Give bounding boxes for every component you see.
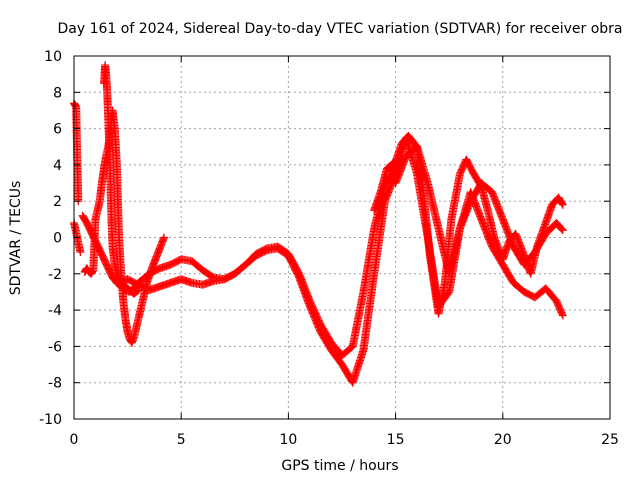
data-point [76, 248, 85, 257]
x-tick-label: 15 [387, 432, 405, 448]
x-tick-label: 25 [601, 432, 619, 448]
y-tick-label: -6 [48, 339, 62, 355]
y-tick-label: 10 [44, 49, 62, 65]
y-tick-label: 0 [53, 231, 62, 247]
data-point [558, 226, 567, 235]
y-axis-label: SDTVAR / TECUs [8, 181, 24, 296]
chart-title: Day 161 of 2024, Sidereal Day-to-day VTE… [57, 21, 622, 37]
y-tick-label: -4 [48, 303, 62, 319]
y-tick-label: -2 [48, 267, 62, 283]
data-point [558, 311, 567, 320]
grid [74, 56, 610, 419]
x-tick-label: 0 [70, 432, 79, 448]
x-axis-label: GPS time / hours [281, 458, 398, 474]
x-tick-label: 10 [279, 432, 297, 448]
y-tick-label: 2 [53, 194, 62, 210]
x-tick-label: 20 [494, 432, 512, 448]
data-point [160, 233, 169, 242]
x-tick-label: 5 [177, 432, 186, 448]
data-points [70, 61, 567, 387]
y-tick-label: 8 [53, 85, 62, 101]
y-tick-label: 6 [53, 122, 62, 138]
y-tick-label: 4 [53, 158, 62, 174]
y-tick-label: -8 [48, 376, 62, 392]
data-point [558, 310, 567, 319]
y-tick-label: -10 [39, 412, 62, 428]
x-tick-labels: 0 5 10 15 20 25 [70, 432, 619, 448]
data-point [557, 225, 566, 234]
axis-ticks [73, 55, 611, 420]
data-point [558, 199, 567, 208]
data-point [558, 200, 567, 209]
y-tick-labels: -10 -8 -6 -4 -2 0 2 4 6 8 10 [39, 49, 62, 428]
